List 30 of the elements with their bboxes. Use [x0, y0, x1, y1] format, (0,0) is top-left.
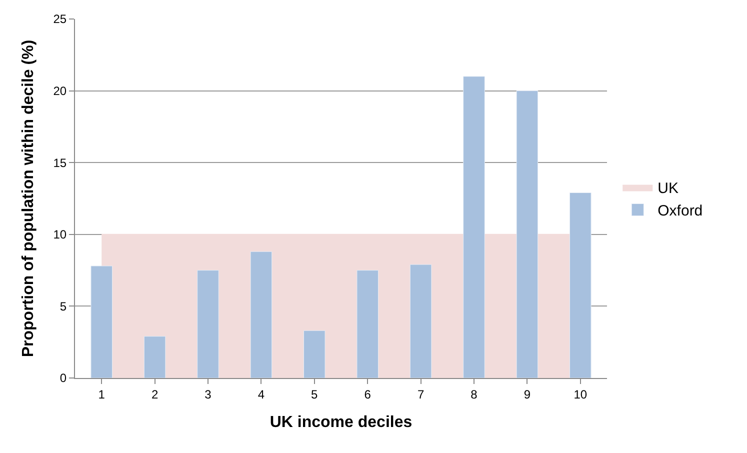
bar	[570, 192, 592, 378]
x-tick-label: 5	[311, 387, 318, 402]
x-tick-label: 8	[470, 387, 478, 402]
y-tick-label: 25	[53, 12, 67, 26]
x-axis-title: UK income deciles	[270, 414, 412, 432]
bar	[463, 76, 485, 378]
legend-label: Oxford	[658, 202, 703, 220]
bar	[356, 270, 378, 378]
x-tick-label: 3	[204, 387, 212, 402]
x-tick-label: 2	[151, 387, 158, 402]
x-tick-label: 4	[258, 387, 265, 402]
bar	[90, 266, 112, 378]
y-tick-label: 15	[53, 156, 67, 170]
legend-label: UK	[658, 180, 678, 198]
x-tick-label: 10	[574, 387, 588, 402]
bar	[250, 251, 272, 378]
y-tick-label: 5	[60, 299, 67, 314]
y-tick-label: 20	[53, 84, 67, 98]
y-tick-label: 10	[53, 228, 67, 242]
bar	[410, 264, 432, 378]
bar	[144, 336, 166, 378]
x-tick-label: 9	[524, 387, 531, 402]
bar	[516, 90, 538, 378]
x-tick-label: 6	[364, 387, 372, 402]
bar	[197, 270, 219, 378]
y-tick-label: 0	[60, 371, 67, 386]
bar	[304, 330, 326, 378]
y-axis-title: Proportion of population within decile (%)	[20, 40, 38, 358]
x-tick-label: 7	[417, 387, 424, 402]
x-tick-label: 1	[98, 387, 106, 402]
